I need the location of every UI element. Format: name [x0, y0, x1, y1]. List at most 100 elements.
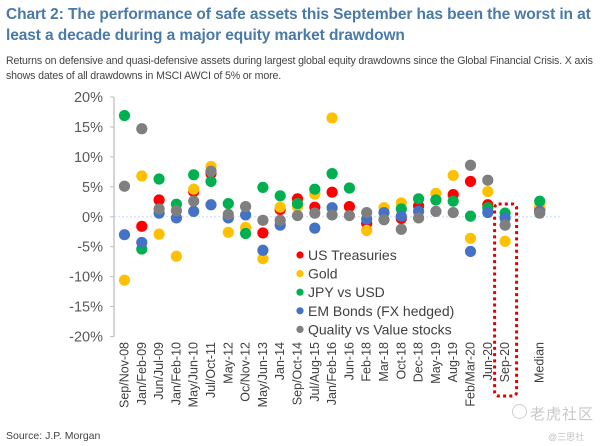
data-point: [482, 174, 494, 186]
x-tick-label: Jun-16: [342, 342, 356, 380]
legend-marker: [296, 307, 304, 315]
x-tick-label: Sep-20: [498, 342, 512, 382]
data-point: [118, 229, 131, 241]
y-tick-label: 0%: [82, 210, 103, 226]
data-point: [118, 274, 131, 286]
data-point: [136, 123, 148, 135]
y-tick-label: 15%: [74, 120, 103, 136]
data-point: [343, 200, 355, 213]
legend-item: US Treasuries: [296, 247, 397, 263]
data-point: [343, 209, 355, 222]
x-tick-label: Jan/Feb-09: [135, 342, 149, 405]
data-point: [499, 235, 511, 247]
data-point: [395, 223, 407, 235]
legend-marker: [296, 251, 304, 259]
x-tick-label: Jun-20: [481, 342, 495, 380]
data-point: [534, 207, 546, 219]
data-point: [257, 214, 269, 226]
x-tick-label: Jan/Feb-10: [169, 342, 183, 405]
x-tick-label: Jul/Oct-11: [204, 342, 218, 398]
data-point: [534, 195, 546, 207]
data-point: [188, 195, 200, 207]
x-tick-label: Jun/Jul-09: [152, 342, 166, 400]
data-point: [188, 205, 200, 217]
series-quality-vs-value-stocks: [118, 123, 546, 235]
chart-title: Chart 2: The performance of safe assets …: [6, 6, 591, 44]
x-tick-label: May-12: [221, 342, 235, 384]
data-point: [153, 173, 165, 185]
y-tick-label: 5%: [82, 180, 103, 196]
data-point: [291, 197, 304, 210]
x-axis-labels: Sep/Nov-08 Jan/Feb-09 Jun/Jul-09 Jan/Feb-10…: [118, 342, 547, 408]
data-point: [257, 227, 269, 239]
data-point: [205, 199, 217, 211]
data-point: [274, 214, 286, 226]
data-point: [274, 201, 286, 213]
data-point: [464, 245, 477, 258]
y-tick-label: -20%: [69, 330, 103, 346]
data-point: [240, 209, 252, 221]
data-point: [118, 109, 131, 122]
x-tick-label: Jan-14: [273, 342, 287, 380]
watermark-text: 老虎社区: [530, 406, 595, 423]
data-point: [240, 200, 252, 213]
x-tick-label: Sep/Nov-08: [118, 342, 132, 408]
data-point: [326, 168, 338, 180]
source-note: Source: J.P. Morgan: [6, 430, 101, 442]
highlight-layer: [493, 202, 519, 398]
series-gold: [118, 112, 546, 286]
legend-marker: [296, 288, 304, 296]
data-point: [309, 222, 321, 234]
data-point: [413, 193, 425, 205]
data-point: [361, 206, 373, 219]
data-point: [153, 203, 165, 215]
data-point: [240, 227, 252, 240]
legend: US Treasuries Gold JPY vs USD EM Bonds (FX …: [296, 247, 454, 337]
x-tick-label: Sep/Oct-14: [291, 342, 305, 405]
x-tick-label: Feb-18: [360, 342, 374, 382]
data-point: [395, 210, 407, 222]
y-tick-label: 20%: [74, 90, 103, 106]
data-point: [222, 226, 234, 238]
x-tick-label: May-19: [429, 342, 443, 384]
highlight-box: [493, 202, 519, 398]
x-tick-label: May/Jun-13: [256, 342, 270, 407]
x-tick-label: Median: [533, 342, 547, 383]
points-layer: [118, 109, 546, 286]
legend-label: EM Bonds (FX hedged): [308, 303, 454, 319]
data-point: [188, 183, 200, 195]
legend-marker: [296, 325, 304, 333]
data-point: [326, 209, 338, 221]
data-point: [482, 206, 494, 219]
data-point: [257, 253, 269, 265]
data-point: [447, 169, 459, 182]
x-tick-label: Oc/Nov-12: [239, 342, 253, 402]
data-point: [153, 194, 165, 206]
data-point: [464, 175, 477, 188]
y-tick-label: -10%: [69, 270, 103, 286]
x-tick-label: May/Jun-10: [187, 342, 201, 407]
watermark-handle: @三思社: [548, 432, 585, 442]
legend-item: EM Bonds (FX hedged): [296, 303, 454, 319]
data-point: [222, 208, 234, 220]
watermark-logo-icon: [512, 404, 527, 419]
data-point: [257, 181, 269, 194]
x-tick-label: Dec-18: [412, 342, 426, 382]
x-tick-label: Aug-19: [446, 342, 460, 382]
data-point: [464, 210, 477, 222]
data-point: [291, 209, 304, 222]
data-point: [343, 182, 355, 194]
data-point: [430, 194, 442, 206]
data-point: [274, 190, 286, 202]
data-point: [464, 232, 477, 244]
y-tick-label: 10%: [74, 150, 103, 166]
series-jpy-vs-usd: [118, 109, 546, 255]
x-tick-label: Oct-18: [394, 342, 408, 380]
data-point: [205, 165, 217, 177]
data-point: [153, 228, 165, 240]
legend-marker: [296, 270, 304, 278]
data-point: [118, 180, 131, 192]
data-point: [378, 214, 390, 226]
legend-label: Quality vs Value stocks: [308, 321, 452, 337]
